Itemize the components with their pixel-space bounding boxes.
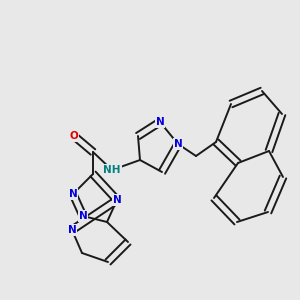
Text: N: N xyxy=(79,211,87,221)
Text: NH: NH xyxy=(103,165,121,175)
Text: N: N xyxy=(174,139,182,149)
Text: N: N xyxy=(68,225,76,235)
Text: N: N xyxy=(156,117,164,127)
Text: O: O xyxy=(70,131,78,141)
Text: N: N xyxy=(112,195,122,205)
Text: N: N xyxy=(69,189,77,199)
